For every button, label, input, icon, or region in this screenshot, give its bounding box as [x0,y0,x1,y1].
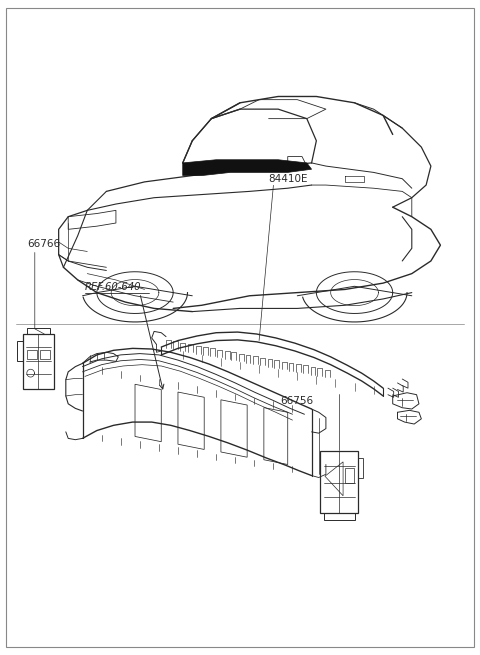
Text: 66756: 66756 [281,396,314,406]
Text: 66766: 66766 [28,239,61,250]
Text: 84410E: 84410E [269,174,308,184]
Polygon shape [183,160,312,176]
Text: REF.60-640: REF.60-640 [85,282,142,291]
